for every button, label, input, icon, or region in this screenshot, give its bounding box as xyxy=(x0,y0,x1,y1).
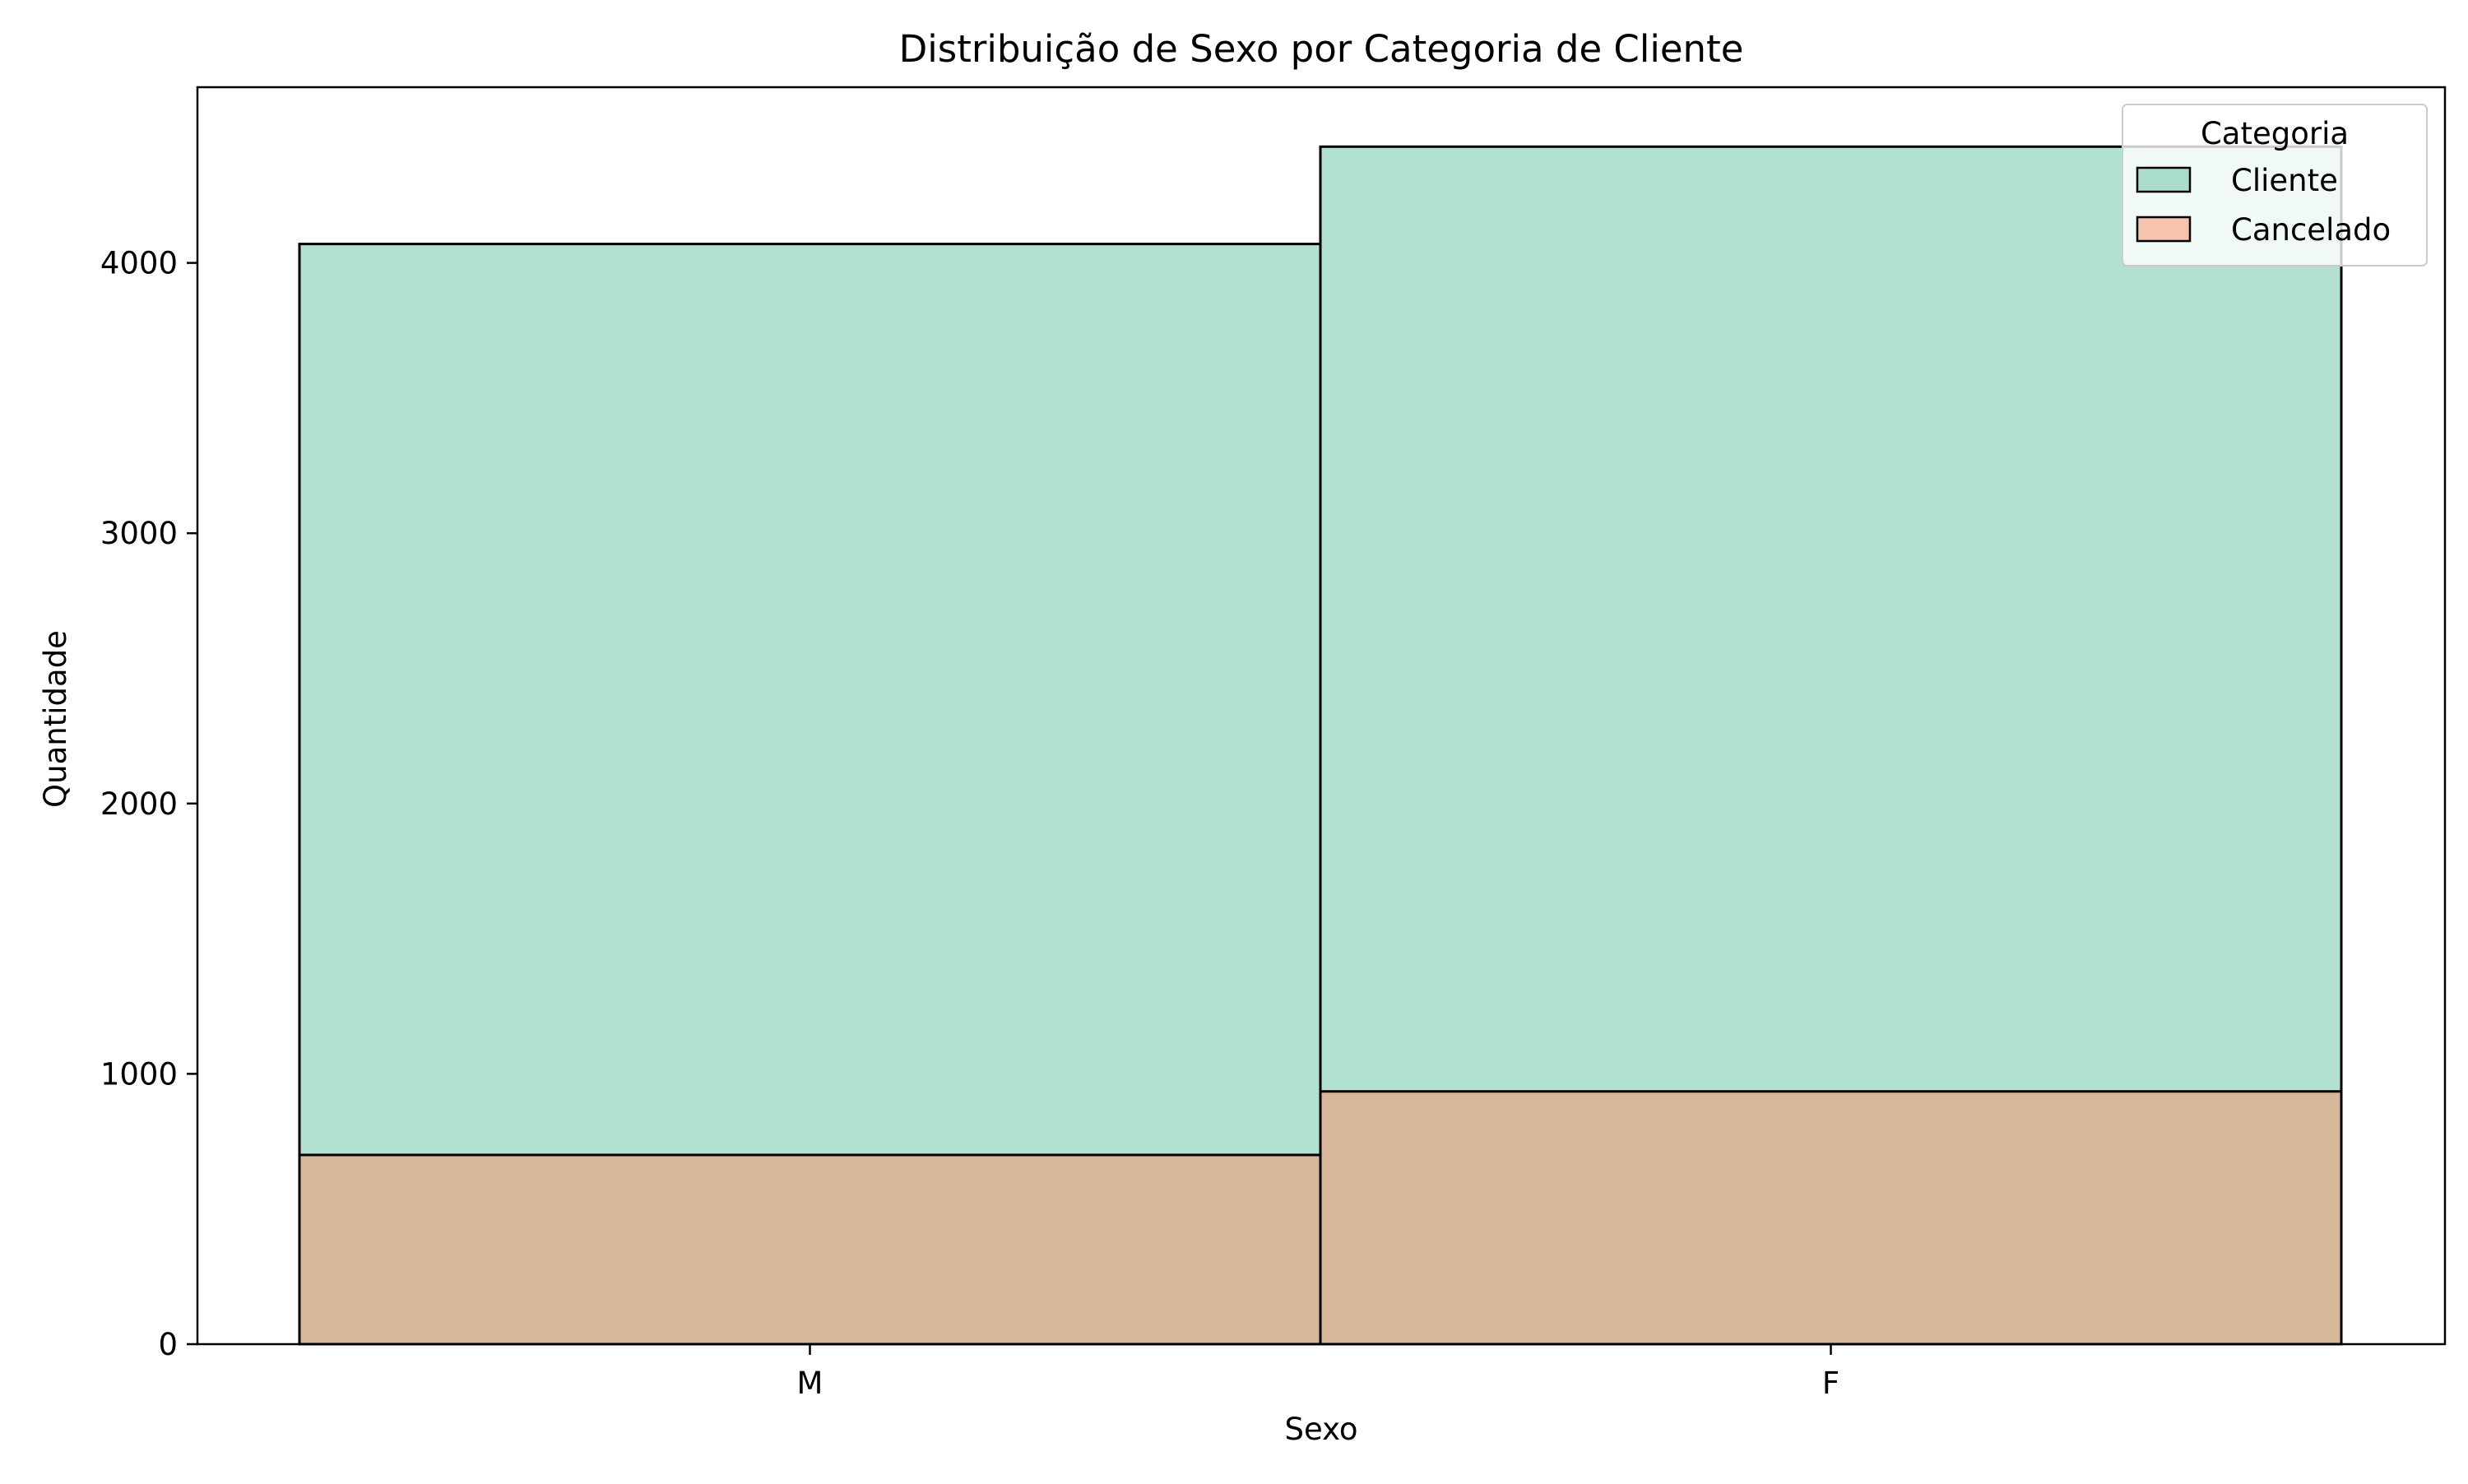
bar-cancelado-m xyxy=(298,1153,1322,1346)
plot-frame xyxy=(196,86,2447,1346)
bars-layer xyxy=(298,145,2343,1346)
axes-layer: 0 1000 2000 3000 4000 M F xyxy=(100,86,2447,1401)
legend-swatch-cancelado xyxy=(2136,216,2192,243)
y-axis-label: Quantidade xyxy=(38,630,73,808)
y-tick-label: 0 xyxy=(158,1327,178,1362)
legend-label-cliente: Cliente xyxy=(2231,163,2338,198)
y-tick-label: 4000 xyxy=(100,246,178,281)
x-tick-label: F xyxy=(1822,1366,1839,1401)
chart-title: Distribuição de Sexo por Categoria de Cl… xyxy=(899,27,1744,71)
legend-title: Categoria xyxy=(2201,116,2349,151)
legend-label-cancelado: Cancelado xyxy=(2231,212,2391,248)
legend-box xyxy=(2122,104,2428,267)
x-tick-label: M xyxy=(797,1366,823,1401)
legend: Categoria Cliente Cancelado xyxy=(2122,104,2428,267)
y-tick-label: 1000 xyxy=(100,1056,178,1092)
legend-swatch-cliente xyxy=(2136,166,2192,193)
x-axis-label: Sexo xyxy=(1285,1412,1358,1447)
y-tick-label: 3000 xyxy=(100,516,178,551)
y-tick-label: 2000 xyxy=(100,786,178,822)
bar-cancelado-f xyxy=(1319,1090,2343,1346)
